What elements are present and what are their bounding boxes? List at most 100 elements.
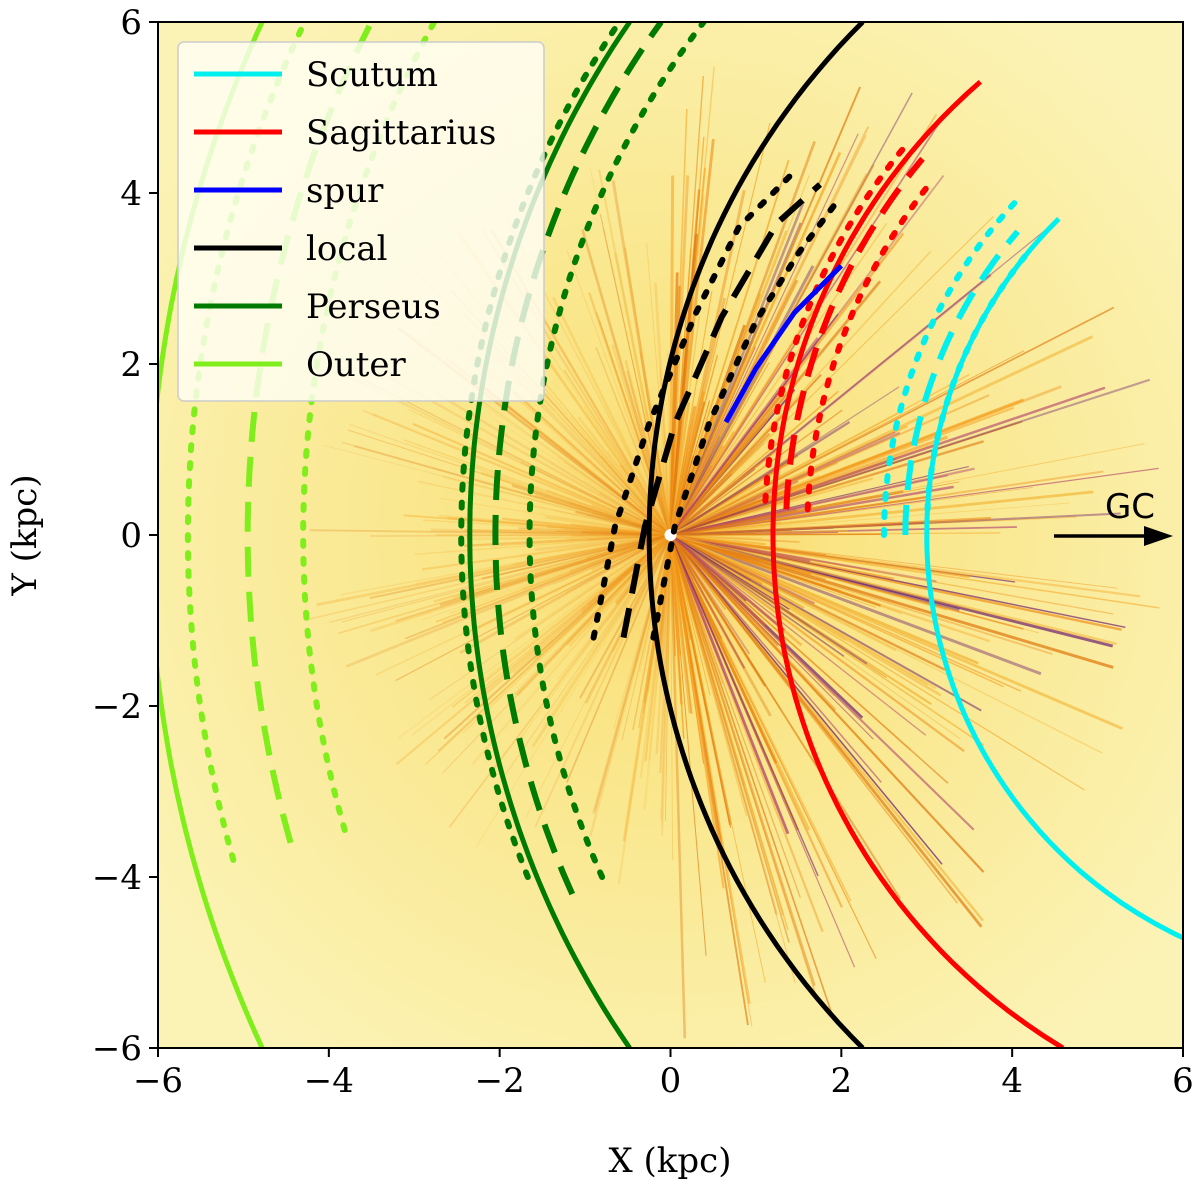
extinction-ray [670, 534, 1114, 615]
extinction-ray [669, 533, 1123, 730]
series-perseus-dotted-1 [458, 22, 623, 880]
extinction-ray [658, 534, 672, 646]
extinction-ray [669, 534, 819, 877]
extinction-ray [563, 369, 672, 536]
extinction-ray [669, 337, 819, 536]
extinction-ray [669, 159, 790, 536]
plot-area [158, 22, 1183, 1048]
extinction-ray [670, 467, 975, 537]
extinction-ray [459, 533, 672, 655]
extinction-ray [505, 534, 672, 775]
series-perseus-dashed [492, 22, 664, 896]
extinction-ray [403, 439, 671, 536]
extinction-ray [452, 534, 671, 598]
extinction-ray [464, 533, 671, 547]
y-tick-label: 4 [120, 174, 142, 214]
legend-label-perseus: Perseus [306, 287, 441, 327]
extinction-ray [349, 423, 671, 536]
extinction-ray [588, 534, 671, 566]
extinction-ray [669, 534, 778, 915]
extinction-ray [669, 265, 815, 536]
extinction-ray [464, 529, 671, 537]
extinction-ray [669, 534, 949, 784]
extinction-ray [669, 534, 882, 783]
extinction-ray [439, 497, 671, 536]
extinction-ray [670, 378, 1151, 536]
extinction-ray [476, 533, 672, 702]
extinction-ray [670, 504, 813, 537]
extinction-ray [566, 533, 671, 541]
series-sagittarius-dotted-1 [762, 138, 912, 504]
extinction-ray [568, 501, 671, 536]
extinction-ray [442, 475, 671, 537]
extinction-ray [670, 502, 1071, 536]
extinction-ray [443, 534, 672, 740]
extinction-ray [669, 534, 985, 873]
extinction-ray [626, 370, 672, 536]
extinction-ray [670, 306, 1115, 536]
extinction-ray [434, 391, 672, 537]
extinction-ray [396, 534, 672, 765]
extinction-ray [645, 411, 672, 536]
extinction-ray [583, 406, 671, 536]
extinction-ray [669, 534, 911, 751]
extinction-ray [340, 534, 671, 596]
gc-arrow-head [1144, 526, 1173, 546]
extinction-ray [421, 534, 671, 621]
extinction-ray [562, 534, 671, 645]
extinction-ray [598, 169, 672, 536]
extinction-ray [442, 534, 671, 774]
y-tick-label: −2 [92, 687, 142, 727]
extinction-ray [639, 534, 672, 778]
extinction-ray [670, 534, 961, 740]
extinction-ray [437, 534, 671, 752]
series-scutum-dotted-1 [881, 198, 1019, 538]
extinction-ray [669, 315, 700, 536]
extinction-ray [669, 135, 867, 536]
extinction-ray [565, 534, 671, 594]
series-scutum-dashed [902, 229, 1020, 535]
extinction-ray [586, 513, 671, 537]
extinction-ray [670, 490, 904, 537]
extinction-ray [591, 504, 671, 536]
extinction-ray [563, 460, 671, 536]
extinction-ray [670, 534, 674, 861]
extinction-ray [309, 529, 671, 536]
extinction-ray [670, 534, 1118, 589]
extinction-ray [669, 534, 746, 669]
extinction-ray [669, 534, 816, 987]
extinction-ray [593, 534, 672, 812]
x-tick-label: −4 [304, 1061, 354, 1101]
extinction-ray [659, 534, 672, 774]
series-sagittarius-dashed [783, 156, 925, 510]
x-axis-label: X (kpc) [609, 1141, 732, 1181]
extinction-ray [669, 534, 790, 943]
extinction-ray [669, 534, 965, 753]
extinction-ray [415, 534, 671, 585]
extinction-ray [669, 533, 1042, 676]
series-local-dotted-2 [650, 198, 841, 641]
extinction-ray [646, 242, 672, 536]
extinction-ray [669, 534, 786, 632]
gc-annotation: GC [1054, 487, 1173, 546]
x-tick-label: 0 [660, 1061, 682, 1101]
extinction-ray [669, 534, 772, 717]
extinction-ray [612, 534, 672, 731]
extinction-ray [592, 534, 672, 815]
extinction-ray [669, 533, 946, 671]
extinction-ray [353, 445, 671, 536]
extinction-ray [589, 168, 672, 536]
extinction-ray [669, 126, 870, 536]
extinction-ray [604, 454, 671, 536]
extinction-ray [611, 180, 672, 536]
extinction-ray [403, 514, 671, 536]
extinction-ray [595, 312, 672, 536]
extinction-ray [585, 533, 671, 560]
extinction-ray [599, 492, 671, 536]
extinction-ray [670, 394, 990, 536]
extinction-ray [670, 533, 970, 578]
extinction-ray [468, 534, 671, 633]
x-tick-label: −6 [133, 1061, 183, 1101]
extinction-ray [669, 534, 816, 994]
